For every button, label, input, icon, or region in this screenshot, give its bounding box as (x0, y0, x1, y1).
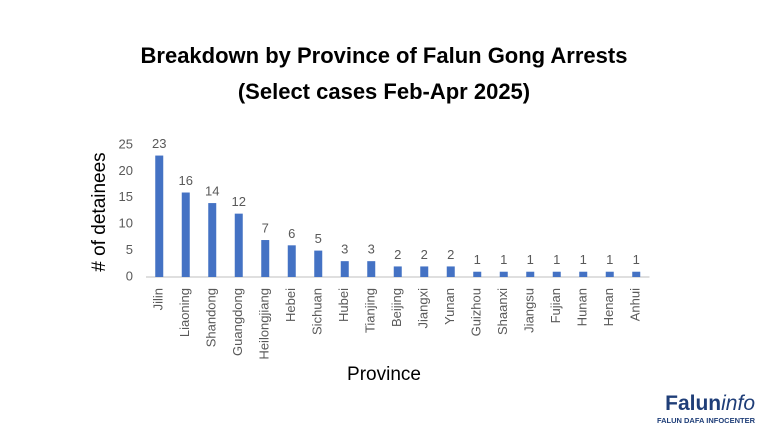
bar (499, 271, 508, 277)
y-tick-label: 15 (119, 189, 133, 204)
data-label: 5 (315, 231, 322, 246)
bar (579, 271, 588, 277)
x-tick-label: Jilin (151, 288, 166, 310)
data-label: 7 (262, 220, 269, 235)
x-tick-label: Shandong (204, 288, 219, 347)
bar (155, 155, 164, 277)
bar (446, 266, 455, 277)
x-tick-label: Heilongjiang (257, 288, 272, 360)
bar (393, 266, 402, 277)
data-label: 1 (606, 252, 613, 267)
bar (314, 250, 323, 277)
bar (208, 203, 217, 277)
bar (420, 266, 429, 277)
bar (552, 271, 561, 277)
chart-subtitle: (Select cases Feb-Apr 2025) (238, 79, 530, 104)
y-tick-label: 20 (119, 163, 133, 178)
data-label: 1 (500, 252, 507, 267)
bar (473, 271, 482, 277)
y-tick-label: 0 (126, 268, 133, 283)
bar (287, 245, 296, 277)
x-tick-label: Fujian (548, 288, 563, 323)
x-tick-label: Shaanxi (495, 288, 510, 335)
y-axis-title: # of detainees (89, 152, 110, 271)
bar (234, 213, 243, 277)
y-tick-label: 5 (126, 242, 133, 257)
data-label: 1 (527, 252, 534, 267)
x-tick-label: Jiangxi (416, 288, 431, 329)
data-label: 2 (394, 247, 401, 262)
x-tick-label: Liaoning (177, 288, 192, 337)
x-axis-title: Province (347, 364, 421, 385)
data-label: 2 (447, 247, 454, 262)
bar (526, 271, 535, 277)
bar (605, 271, 614, 277)
x-tick-label: Beijing (389, 288, 404, 327)
data-label: 1 (580, 252, 587, 267)
x-tick-label: Sichuan (310, 288, 325, 335)
bar (340, 261, 349, 277)
logo: Faluninfo (665, 392, 755, 415)
bar (181, 192, 190, 277)
x-tick-label: Henan (601, 288, 616, 326)
x-tick-label: Yunan (442, 288, 457, 325)
x-tick-label: Jiangsu (522, 288, 537, 333)
x-tick-label: Anhui (628, 288, 643, 321)
x-tick-label: Tianjing (363, 288, 378, 333)
data-label: 3 (341, 242, 348, 257)
x-tick-label: Guangdong (230, 288, 245, 356)
data-label: 12 (232, 194, 246, 209)
bar (261, 240, 270, 277)
logo-suffix: info (721, 392, 755, 415)
x-tick-label: Hunan (575, 288, 590, 326)
data-label: 1 (553, 252, 560, 267)
data-label: 16 (179, 173, 193, 188)
data-label: 1 (633, 252, 640, 267)
y-tick-label: 10 (119, 216, 133, 231)
data-label: 1 (474, 252, 481, 267)
x-tick-label: Hebei (283, 288, 298, 322)
data-label: 23 (152, 136, 166, 151)
bar (367, 261, 376, 277)
x-tick-label: Guizhou (469, 288, 484, 336)
data-label: 2 (421, 247, 428, 262)
y-tick-label: 25 (119, 136, 133, 151)
chart-title: Breakdown by Province of Falun Gong Arre… (141, 43, 628, 68)
bar (632, 271, 641, 277)
logo-brand: Falun (665, 392, 721, 415)
x-tick-label: Hubei (336, 288, 351, 322)
data-label: 6 (288, 226, 295, 241)
logo-tagline: FALUN DAFA INFOCENTER (657, 416, 756, 425)
data-label: 3 (368, 242, 375, 257)
data-label: 14 (205, 184, 219, 199)
